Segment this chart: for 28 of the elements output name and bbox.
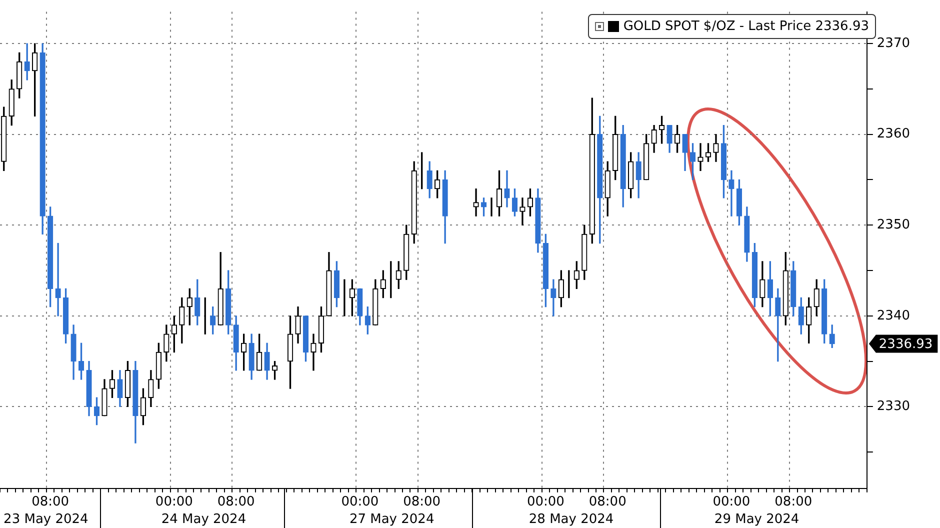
x-tick-label: 00:00: [155, 494, 193, 510]
x-tick-label: 08:00: [32, 494, 70, 510]
legend-label: GOLD SPOT $/OZ - Last Price 2336.93: [623, 19, 869, 34]
x-tick-label: 08:00: [774, 494, 812, 510]
x-tick-label: 08:00: [588, 494, 626, 510]
candlestick: [504, 170, 510, 208]
y-tick-label: 2340: [876, 308, 910, 324]
text: 27 May 2024: [349, 512, 434, 527]
x-tick-label: 00:00: [526, 494, 564, 510]
y-tick-label: 2370: [876, 36, 910, 51]
x-tick-label: 08:00: [403, 494, 441, 510]
y-tick-label: 2360: [876, 126, 910, 142]
y-tick-label: 2350: [876, 218, 910, 233]
x-tick-label: 00:00: [712, 494, 750, 510]
candlestick: [728, 170, 734, 216]
text: 29 May 2024: [714, 512, 800, 527]
candlestick: [310, 334, 316, 371]
candlestick: [698, 143, 704, 171]
candlestick: [520, 198, 526, 226]
candlestick: [55, 242, 61, 316]
x-tick-label: 00:00: [341, 494, 379, 510]
y-tick-label: 2330: [876, 399, 910, 414]
text: 24 May 2024: [161, 512, 246, 527]
x-tick-label: 08:00: [217, 494, 255, 510]
text: 23 May 2024: [4, 512, 88, 527]
text: 2336.93: [878, 337, 933, 352]
text: 28 May 2024: [528, 512, 614, 527]
candlestick: [473, 188, 479, 216]
